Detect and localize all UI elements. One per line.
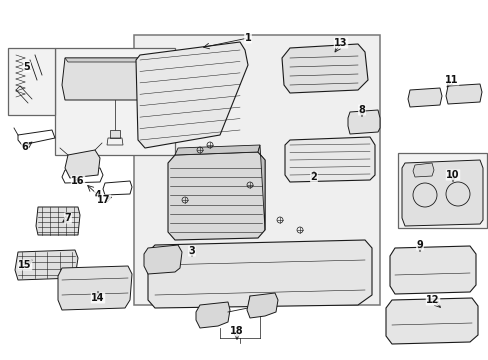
Text: 1: 1 — [244, 33, 251, 43]
Polygon shape — [385, 298, 477, 344]
Polygon shape — [36, 207, 80, 235]
Text: 13: 13 — [334, 38, 347, 48]
Polygon shape — [175, 145, 260, 155]
Polygon shape — [65, 150, 100, 178]
Text: 3: 3 — [188, 246, 195, 256]
Polygon shape — [148, 240, 371, 308]
Polygon shape — [389, 246, 475, 294]
Polygon shape — [168, 152, 264, 240]
Polygon shape — [58, 266, 132, 310]
Text: 12: 12 — [426, 295, 439, 305]
Polygon shape — [282, 44, 367, 93]
Text: 16: 16 — [71, 176, 84, 186]
Polygon shape — [110, 130, 120, 138]
Text: 18: 18 — [230, 326, 244, 336]
Polygon shape — [445, 84, 481, 104]
Text: 14: 14 — [91, 293, 104, 303]
Polygon shape — [15, 250, 78, 280]
Polygon shape — [246, 293, 278, 318]
Text: 15: 15 — [18, 260, 32, 270]
Text: 10: 10 — [446, 170, 459, 180]
Text: 8: 8 — [358, 105, 365, 115]
Polygon shape — [258, 145, 264, 230]
Text: 7: 7 — [64, 213, 71, 223]
Bar — [397, 153, 486, 228]
Polygon shape — [136, 42, 247, 148]
Polygon shape — [62, 58, 168, 100]
Polygon shape — [285, 137, 374, 182]
Bar — [134, 35, 379, 305]
Text: 17: 17 — [97, 195, 110, 205]
Bar — [8, 48, 55, 115]
Bar — [55, 48, 175, 155]
Polygon shape — [401, 160, 482, 226]
Text: 9: 9 — [416, 240, 423, 250]
Polygon shape — [65, 58, 164, 62]
Text: 2: 2 — [310, 172, 317, 182]
Polygon shape — [196, 302, 229, 328]
Polygon shape — [143, 245, 182, 274]
Text: 11: 11 — [445, 75, 458, 85]
Polygon shape — [412, 163, 433, 177]
Text: 5: 5 — [23, 62, 30, 72]
Polygon shape — [164, 58, 168, 100]
Text: 4: 4 — [95, 190, 101, 200]
Polygon shape — [407, 88, 441, 107]
Polygon shape — [347, 110, 379, 134]
Text: 6: 6 — [21, 142, 28, 152]
